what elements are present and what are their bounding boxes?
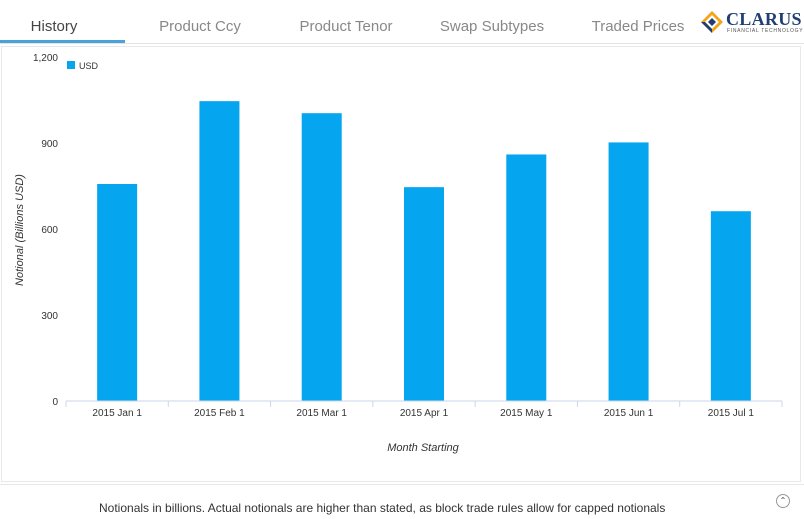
logo-wordmark: CLARUS: [726, 9, 802, 29]
tab-swap-subtypes[interactable]: Swap Subtypes: [439, 18, 545, 35]
tab-bar: History Product Ccy Product Tenor Swap S…: [0, 0, 804, 44]
chart-legend[interactable]: USD: [67, 61, 99, 71]
bar-usd-4[interactable]: [506, 154, 547, 401]
legend-label-usd: USD: [79, 61, 99, 71]
notional-bar-chart: 0 300 600 900 1,200 2015 Jan 1 2015 Feb 1 2015…: [14, 53, 783, 454]
x-tick-label: 2015 Jun 1: [604, 408, 654, 419]
clarus-logo: CLARUS FINANCIAL TECHNOLOGY: [700, 9, 804, 35]
y-tick-label: 1,200: [33, 53, 58, 64]
y-tick-label: 300: [41, 311, 58, 322]
x-tick-label: 2015 May 1: [500, 408, 553, 419]
bar-usd-3[interactable]: [404, 187, 444, 401]
logo-subtitle: FINANCIAL TECHNOLOGY: [727, 28, 804, 34]
collapse-icon[interactable]: ⌃: [776, 494, 790, 508]
active-tab-indicator: [0, 40, 125, 43]
x-tick-label: 2015 Feb 1: [194, 408, 245, 419]
footer-bar: Notionals in billions. Actual notionals …: [0, 484, 804, 519]
x-tick-label: 2015 Mar 1: [296, 408, 347, 419]
bar-usd-0[interactable]: [97, 183, 138, 401]
tab-history[interactable]: History: [30, 18, 78, 35]
tab-traded-prices[interactable]: Traded Prices: [591, 18, 685, 35]
x-tick-label: 2015 Jul 1: [708, 408, 755, 419]
tab-bar-divider: [0, 43, 804, 44]
bar-usd-2[interactable]: [301, 113, 342, 401]
chart-panel: 0 300 600 900 1,200 2015 Jan 1 2015 Feb 1 2015…: [1, 46, 801, 482]
bar-usd-5[interactable]: [608, 142, 649, 401]
bar-usd-6[interactable]: [710, 211, 751, 401]
legend-swatch-usd: [67, 61, 75, 69]
x-tick-label: 2015 Apr 1: [400, 408, 449, 419]
y-tick-label: 0: [52, 397, 58, 408]
bar-usd-1[interactable]: [199, 101, 240, 401]
x-axis-title: Month Starting: [387, 442, 459, 454]
y-tick-label: 600: [41, 225, 58, 236]
y-tick-label: 900: [41, 139, 58, 150]
clarus-diamond-icon: [701, 11, 723, 33]
tab-product-tenor[interactable]: Product Tenor: [299, 18, 393, 35]
y-axis-title: Notional (Billions USD): [14, 174, 26, 286]
x-tick-label: 2015 Jan 1: [92, 408, 142, 419]
tab-product-ccy[interactable]: Product Ccy: [159, 18, 241, 35]
footer-note: Notionals in billions. Actual notionals …: [99, 501, 666, 515]
